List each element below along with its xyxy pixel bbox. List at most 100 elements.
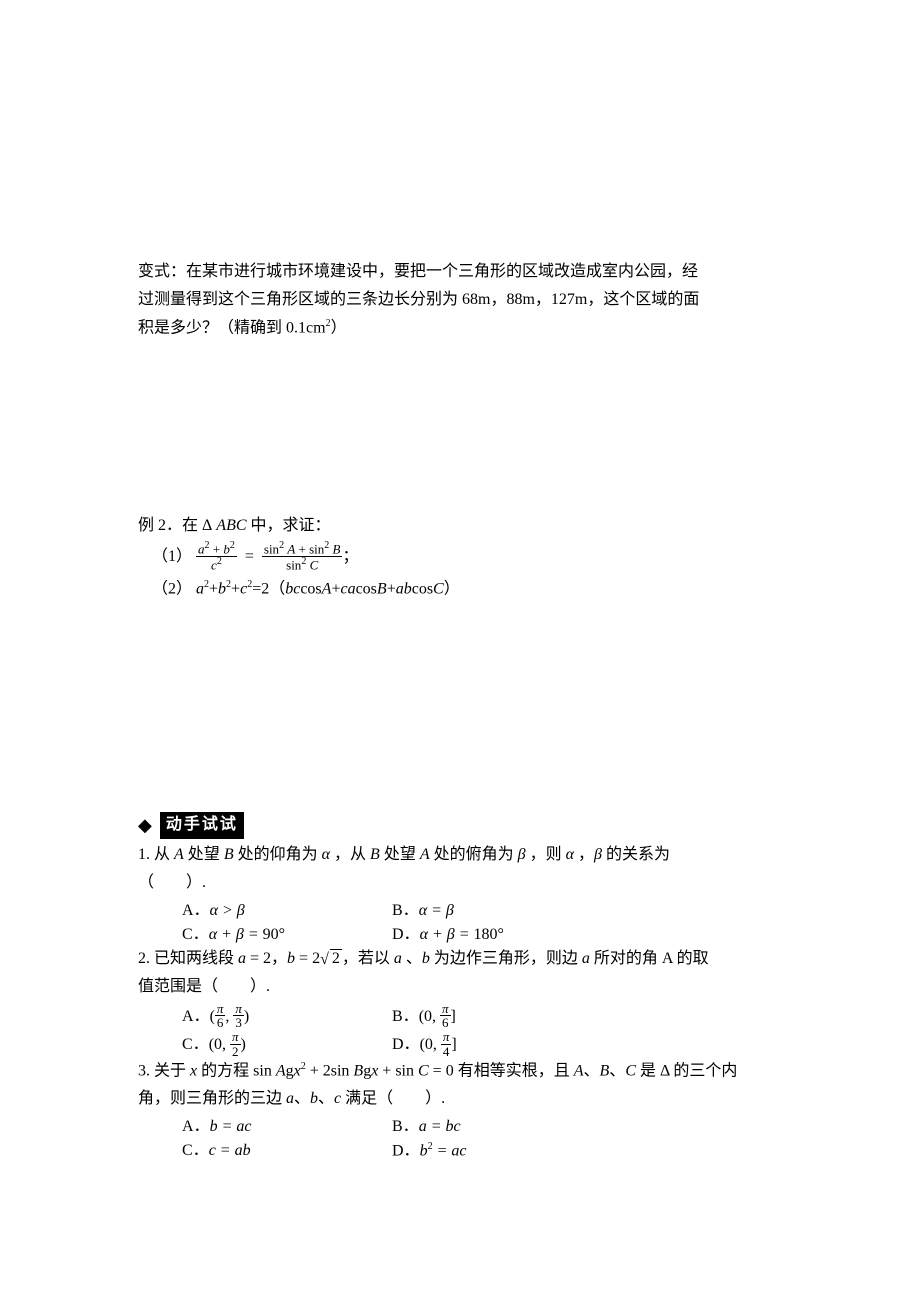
cos: cos <box>300 581 321 598</box>
page: 变式：在某市进行城市环境建设中，要把一个三角形的区域改造成室内公园，经 过测量得… <box>0 0 920 1302</box>
variant-problem-line1: 变式：在某市进行城市环境建设中，要把一个三角形的区域改造成室内公园，经 <box>138 260 790 284</box>
q3-line1: 3. 关于 x 的方程 sin Agx2 + 2sin Bgx + sin C … <box>138 1059 790 1083</box>
cos: cos <box>356 581 377 598</box>
two: 2 <box>330 949 342 967</box>
bc: bc <box>285 581 300 598</box>
pi: π <box>215 1002 226 1017</box>
fraction-left: a2 + b2 c2 <box>196 541 237 572</box>
q3-opt-a: A．b = ac <box>182 1115 392 1139</box>
t: 的关系为 <box>602 846 670 863</box>
sq: 2 <box>324 540 329 551</box>
q2-opt-d: D．(0, π4] <box>392 1031 457 1059</box>
expr: α + β = <box>209 926 263 943</box>
close: ) <box>241 1036 246 1053</box>
t: 处的仰角为 <box>234 846 322 863</box>
t: = 2， <box>246 950 287 967</box>
equals: = <box>245 548 254 565</box>
a: a <box>286 1090 294 1107</box>
b: b <box>422 950 430 967</box>
q3-opt-d: D．b2 = ac <box>392 1139 466 1163</box>
beta: β <box>518 846 526 863</box>
plus: + <box>213 542 220 557</box>
t: 2. 已知两线段 <box>138 950 238 967</box>
two: 2 <box>230 1045 241 1059</box>
expr: α + β = <box>420 926 474 943</box>
variant-problem-line3: 积是多少？（精确到 0.1cm2） <box>138 316 790 340</box>
t: ，则 <box>526 846 566 863</box>
section-header-try: ◆ 动手试试 <box>138 812 790 839</box>
q1-line2: （ ）. <box>138 871 790 895</box>
text: 中，求证： <box>251 517 331 534</box>
expr: α > β <box>210 902 245 919</box>
b: b <box>420 1143 428 1160</box>
sq: 2 <box>279 540 284 551</box>
q1-opt-d: D．α + β = 180° <box>392 923 504 947</box>
variant-problem-line2: 过测量得到这个三角形区域的三条边长分别为 68m，88m，127m，这个区域的面 <box>138 288 790 312</box>
q1-opt-c: C．α + β = 90° <box>182 923 392 947</box>
text: ） <box>331 319 347 336</box>
label-2: （2） <box>152 581 192 598</box>
q2-options-row1: A．(π6, π3) B．(0, π6] <box>138 1003 790 1031</box>
sq: 2 <box>205 540 210 551</box>
spacer <box>138 344 790 514</box>
t: ，若以 <box>342 950 394 967</box>
deg: 180° <box>474 926 504 943</box>
close: ] <box>451 1036 456 1053</box>
t: 所对的角 A 的取 <box>590 950 709 967</box>
q2-opt-b: B．(0, π6] <box>392 1003 456 1031</box>
t: 处的俯角为 <box>430 846 518 863</box>
plus: + <box>231 581 240 598</box>
q1-opt-a: A．α > β <box>182 899 392 923</box>
alpha: α <box>322 846 330 863</box>
g: g <box>286 1062 294 1079</box>
six: 6 <box>215 1016 226 1030</box>
text: 例 2．在 Δ <box>138 517 212 534</box>
b: b <box>287 950 295 967</box>
frac: π3 <box>233 1002 244 1030</box>
sq: 2 <box>217 556 222 567</box>
lbl: B． <box>392 1118 419 1135</box>
q3-line2: 角，则三角形的三边 a、b、c 满足（ ）. <box>138 1087 790 1111</box>
t: 为边作三角形，则边 <box>430 950 582 967</box>
x: x <box>294 1062 301 1079</box>
open: (0, <box>209 1036 230 1053</box>
sin: sin <box>253 1062 276 1079</box>
q2-opt-c: C．(0, π2) <box>182 1031 392 1059</box>
t: 、 <box>318 1090 334 1107</box>
cos: cos <box>412 581 433 598</box>
text: 积是多少？（精确到 0.1cm <box>138 319 326 336</box>
close: ） <box>444 581 460 598</box>
close: ) <box>244 1007 249 1024</box>
semicolon: ； <box>342 548 358 565</box>
a: a <box>582 950 590 967</box>
sin: sin <box>309 542 324 557</box>
A: A <box>574 1062 584 1079</box>
t: 3. 关于 <box>138 1062 190 1079</box>
q2-line1: 2. 已知两线段 a = 2，b = 22，若以 a 、b 为边作三角形，则边 … <box>138 947 790 971</box>
A: A <box>174 846 184 863</box>
B: B <box>224 846 234 863</box>
pi: π <box>440 1002 451 1017</box>
header-label: 动手试试 <box>160 812 244 839</box>
t: ， <box>574 846 594 863</box>
frac: π2 <box>230 1030 241 1058</box>
sq: 2 <box>301 556 306 567</box>
t: = 2 <box>295 950 320 967</box>
four: 4 <box>441 1045 452 1059</box>
A: A <box>420 846 430 863</box>
A: A <box>322 581 332 598</box>
lbl: C． <box>182 926 209 943</box>
eq0: = 0 <box>429 1062 454 1079</box>
sin: sin <box>286 558 301 573</box>
A: A <box>287 542 295 557</box>
pi: π <box>441 1030 452 1045</box>
open: (0, <box>419 1007 440 1024</box>
lbl: D． <box>392 926 420 943</box>
q1-options-row2: C．α + β = 90° D．α + β = 180° <box>138 923 790 947</box>
lbl: A． <box>182 1007 210 1024</box>
a: a <box>196 581 204 598</box>
expr: = ac <box>433 1143 467 1160</box>
spacer <box>138 606 790 806</box>
expr: α = β <box>419 902 454 919</box>
t: 角，则三角形的三边 <box>138 1090 286 1107</box>
